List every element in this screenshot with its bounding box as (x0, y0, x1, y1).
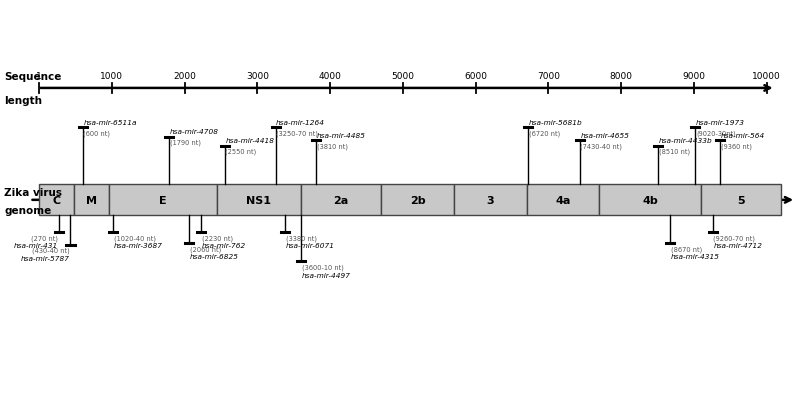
Text: 2b: 2b (410, 196, 426, 205)
Text: hsa-mir-431: hsa-mir-431 (14, 243, 58, 249)
Text: (9260-70 nt): (9260-70 nt) (714, 235, 755, 241)
Text: (3600-10 nt): (3600-10 nt) (302, 264, 343, 270)
Bar (702, 185, 781, 216)
Text: 3000: 3000 (246, 72, 269, 81)
Text: (2230 nt): (2230 nt) (202, 235, 233, 241)
Text: (1020-40 nt): (1020-40 nt) (114, 235, 156, 241)
Bar (39, 185, 74, 216)
Text: NS1: NS1 (246, 196, 271, 205)
Text: 1: 1 (36, 72, 42, 81)
Text: 4b: 4b (642, 196, 658, 205)
Text: E: E (159, 196, 166, 205)
Text: 8000: 8000 (610, 72, 633, 81)
Text: hsa-mir-564: hsa-mir-564 (721, 133, 765, 138)
Bar (381, 185, 454, 216)
Bar (301, 185, 381, 216)
Text: length: length (5, 95, 42, 105)
Text: hsa-mir-4655: hsa-mir-4655 (580, 133, 630, 138)
Text: (7430-40 nt): (7430-40 nt) (580, 143, 622, 149)
Text: hsa-mir-6071: hsa-mir-6071 (286, 243, 334, 249)
Text: (270 nt): (270 nt) (31, 235, 58, 241)
Text: C: C (53, 196, 61, 205)
Text: hsa-mir-1973: hsa-mir-1973 (696, 119, 745, 126)
Text: hsa-mir-3687: hsa-mir-3687 (114, 243, 163, 249)
Text: (3250-70 nt): (3250-70 nt) (276, 130, 318, 136)
Text: hsa-mir-4712: hsa-mir-4712 (714, 243, 762, 249)
Text: (9020-30nt): (9020-30nt) (696, 130, 736, 136)
Text: hsa-mir-4418: hsa-mir-4418 (226, 138, 274, 144)
Text: (9360 nt): (9360 nt) (721, 143, 752, 149)
Text: (3810 nt): (3810 nt) (317, 143, 348, 149)
Text: (2550 nt): (2550 nt) (226, 148, 257, 155)
Text: hsa-mir-1264: hsa-mir-1264 (276, 119, 326, 126)
Text: hsa-mir-4433b: hsa-mir-4433b (659, 138, 713, 144)
Text: 1000: 1000 (101, 72, 123, 81)
Text: 3: 3 (486, 196, 494, 205)
Text: (8510 nt): (8510 nt) (659, 148, 690, 155)
Text: hsa-mir-4315: hsa-mir-4315 (670, 254, 719, 260)
Text: (8670 nt): (8670 nt) (670, 245, 702, 252)
Text: hsa-mir-4708: hsa-mir-4708 (170, 129, 219, 135)
Text: Zika virus: Zika virus (4, 187, 62, 197)
Text: genome: genome (4, 206, 51, 216)
Text: (430-40 nt): (430-40 nt) (32, 247, 70, 254)
Text: hsa-mir-6825: hsa-mir-6825 (190, 254, 238, 260)
Bar (74, 185, 109, 216)
Text: hsa-mir-5787: hsa-mir-5787 (21, 256, 70, 261)
Text: (600 nt): (600 nt) (83, 130, 110, 136)
Bar (109, 185, 217, 216)
Text: (6720 nt): (6720 nt) (529, 130, 560, 136)
Text: 10000: 10000 (752, 72, 781, 81)
Text: Sequence: Sequence (5, 72, 62, 82)
Text: M: M (86, 196, 97, 205)
Text: 7000: 7000 (537, 72, 560, 81)
Text: hsa-mir-4485: hsa-mir-4485 (317, 133, 366, 138)
Bar (454, 185, 526, 216)
Text: (2060 nt): (2060 nt) (190, 245, 221, 252)
Text: 2a: 2a (334, 196, 349, 205)
Text: 5: 5 (738, 196, 745, 205)
Text: (3380 nt): (3380 nt) (286, 235, 317, 241)
Text: 6000: 6000 (464, 72, 487, 81)
Text: hsa-mir-5681b: hsa-mir-5681b (529, 119, 582, 126)
Bar (526, 185, 599, 216)
Bar (217, 185, 301, 216)
Text: hsa-mir-6511a: hsa-mir-6511a (83, 119, 137, 126)
Text: 9000: 9000 (682, 72, 706, 81)
Text: hsa-mir-762: hsa-mir-762 (202, 243, 246, 249)
Text: 4a: 4a (555, 196, 570, 205)
Text: 4000: 4000 (318, 72, 342, 81)
Text: Regulated human miRNA targets on Zika virus genome: Regulated human miRNA targets on Zika vi… (122, 13, 678, 30)
Text: 2000: 2000 (174, 72, 196, 81)
Text: hsa-mir-4497: hsa-mir-4497 (302, 272, 350, 278)
Bar (599, 185, 701, 216)
Text: (1790 nt): (1790 nt) (170, 139, 201, 146)
Text: 5000: 5000 (391, 72, 414, 81)
